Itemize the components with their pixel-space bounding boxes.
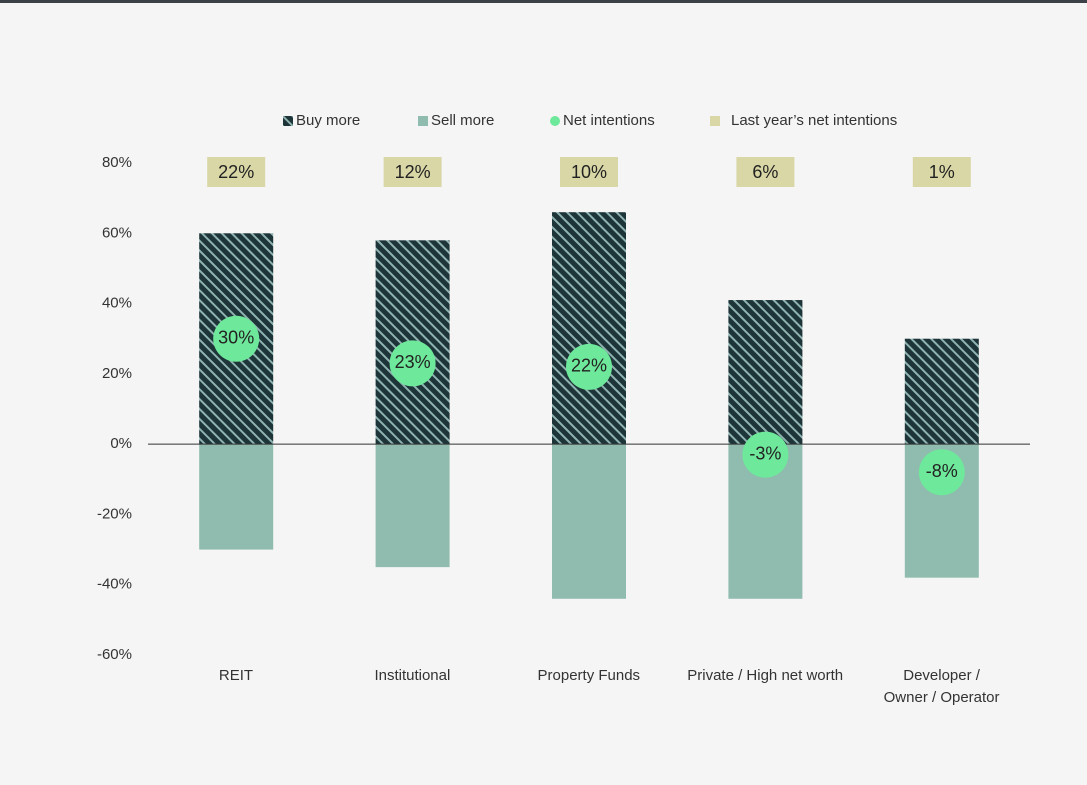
last-year-box xyxy=(207,157,266,187)
x-tick-label: REIT xyxy=(218,667,254,684)
legend-label: Buy more xyxy=(296,112,360,129)
sell-bar xyxy=(375,444,450,568)
x-tick-label: Private / High net worth xyxy=(687,667,844,684)
y-tick-label: -60% xyxy=(97,646,132,663)
net-marker xyxy=(566,343,612,390)
legend-icon xyxy=(283,116,293,126)
last-year-label: 12% xyxy=(395,162,431,182)
y-tick-label: 20% xyxy=(102,365,132,382)
x-tick-label: Property Funds xyxy=(537,667,641,684)
legend-label: Net intentions xyxy=(563,112,655,129)
legend-label: Sell more xyxy=(431,112,494,129)
buy-bar xyxy=(552,212,626,445)
x-tick-label: Institutional xyxy=(374,667,451,684)
y-tick-label: -20% xyxy=(97,505,132,522)
legend-label: Last year’s net intentions xyxy=(731,112,897,129)
last-year-box xyxy=(383,157,442,187)
y-tick-label: 80% xyxy=(102,154,132,171)
chart: -60% -40% -20% 0% 20% 40% 60% 80% Buy more Sell m… xyxy=(97,112,1030,663)
buy-bar xyxy=(904,338,979,445)
last-year-label: 10% xyxy=(571,162,607,182)
net-marker xyxy=(389,340,436,387)
net-label: 23% xyxy=(395,352,431,372)
legend-icon xyxy=(710,116,720,126)
last-year-label: 22% xyxy=(218,162,254,182)
y-tick-label: -40% xyxy=(97,576,132,593)
last-year-box xyxy=(912,157,971,187)
net-label: -8% xyxy=(926,461,958,481)
sell-bar xyxy=(552,444,626,599)
last-year-box xyxy=(560,157,618,187)
buy-bar xyxy=(728,300,803,445)
y-tick-label: 60% xyxy=(102,224,132,241)
last-year-box xyxy=(736,157,795,187)
last-year-label: 1% xyxy=(929,162,955,182)
legend-icon xyxy=(418,116,428,126)
net-marker xyxy=(213,315,260,362)
y-tick-label: 0% xyxy=(110,435,132,452)
legend-icon xyxy=(550,116,560,126)
net-label: 22% xyxy=(571,356,607,376)
net-label: -3% xyxy=(749,443,781,463)
x-tick-label: Developer / Owner / Operator xyxy=(883,667,1000,706)
last-year-label: 6% xyxy=(752,162,778,182)
sell-bar xyxy=(199,444,274,550)
net-marker xyxy=(742,431,789,478)
y-tick-label: 40% xyxy=(102,295,132,312)
net-label: 30% xyxy=(218,327,254,347)
net-marker xyxy=(918,449,965,496)
